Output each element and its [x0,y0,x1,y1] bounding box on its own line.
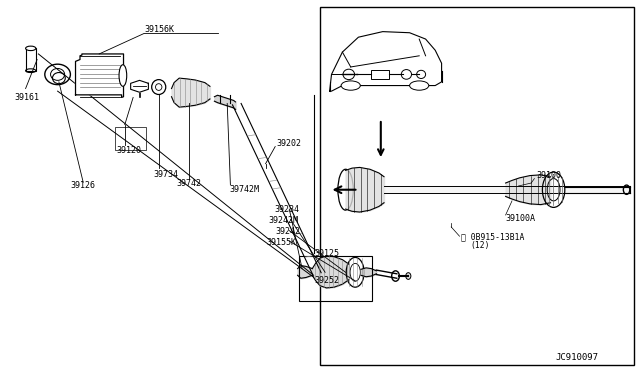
Ellipse shape [406,273,411,279]
Bar [299,256,372,301]
Text: 39742: 39742 [176,179,202,188]
Text: 39155K: 39155K [266,238,296,247]
Text: 39242M: 39242M [269,216,299,225]
Text: JC910097: JC910097 [556,353,598,362]
Bar [371,70,389,79]
Ellipse shape [410,81,429,90]
Text: 39742M: 39742M [229,185,259,194]
Ellipse shape [26,46,36,51]
Text: 39120: 39120 [116,146,141,155]
Text: 39125: 39125 [314,249,339,258]
Text: 39734: 39734 [154,170,179,179]
Polygon shape [131,80,148,92]
Text: (12): (12) [470,241,490,250]
Polygon shape [76,54,124,97]
Text: 39156K: 39156K [144,25,174,34]
Text: 39161: 39161 [14,93,39,102]
Ellipse shape [119,65,127,86]
Text: 39252: 39252 [314,276,339,285]
Text: ⓦ 0B915-13B1A: ⓦ 0B915-13B1A [461,232,524,241]
Text: 39242: 39242 [275,227,300,236]
Bar [115,127,146,150]
Text: 39126: 39126 [70,181,95,190]
Bar [26,48,36,71]
Ellipse shape [341,81,360,90]
Text: 39234: 39234 [274,205,299,214]
Bar [320,7,634,365]
Text: 39100: 39100 [536,171,561,180]
Text: 39100A: 39100A [506,214,536,223]
Text: 39202: 39202 [276,139,301,148]
